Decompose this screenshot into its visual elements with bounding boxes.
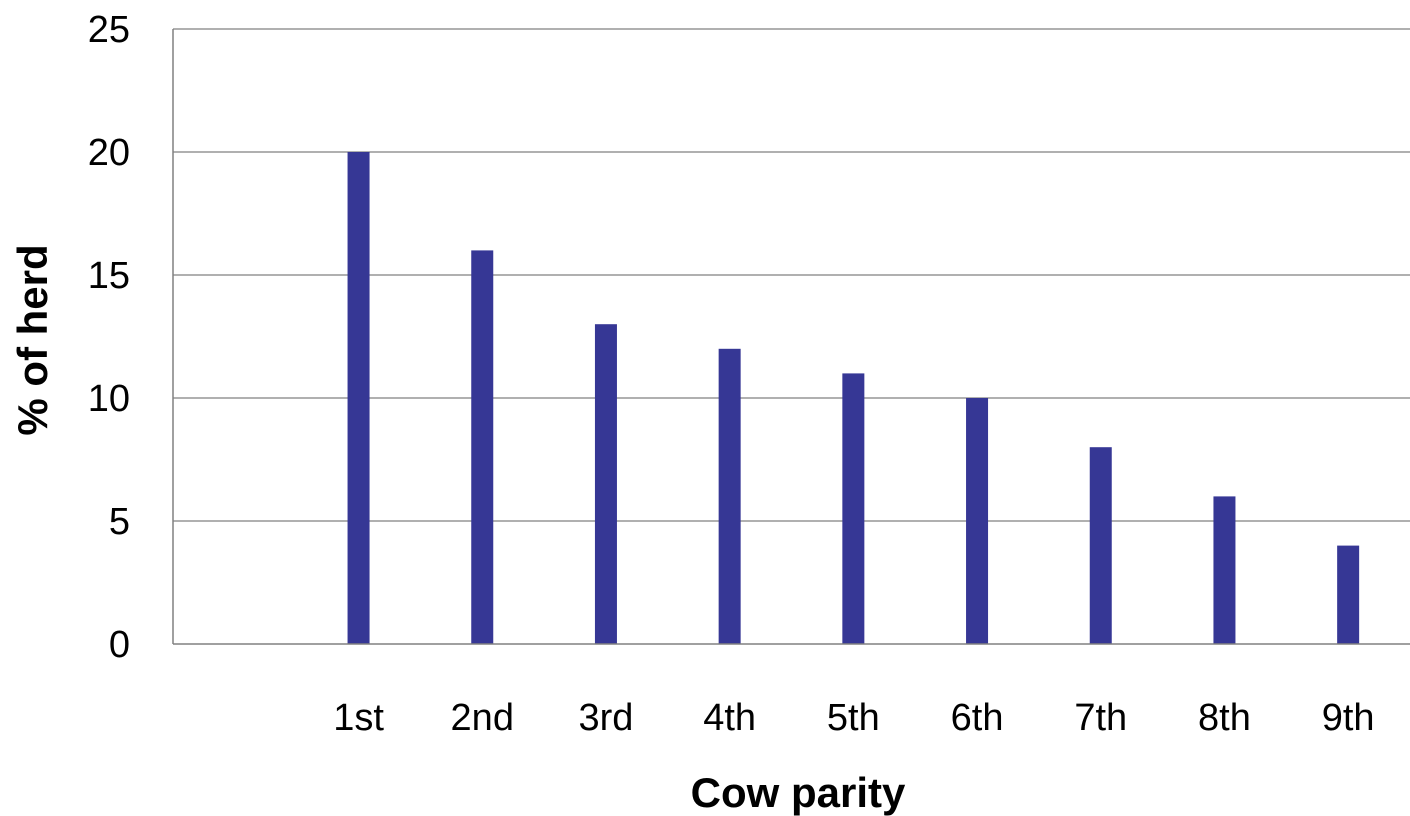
x-tick-label: 8th	[1198, 697, 1251, 739]
gridlines	[173, 28, 1410, 522]
y-axis-title: % of herd	[9, 244, 56, 435]
x-tick-label: 1st	[333, 697, 384, 739]
x-axis-title: Cow parity	[691, 769, 906, 816]
bar-4th	[718, 348, 741, 644]
bar-9th	[1337, 545, 1360, 644]
x-tick-label: 4th	[703, 697, 756, 739]
y-tick-label: 15	[88, 255, 130, 297]
y-tick-label: 25	[88, 9, 130, 51]
bar-1st	[347, 152, 370, 644]
bar-6th	[966, 398, 989, 644]
y-tick-label: 5	[109, 501, 130, 543]
y-tick-label: 10	[88, 378, 130, 420]
y-tick-labels: 0 5 10 15 20 25	[88, 9, 130, 666]
x-tick-label: 5th	[827, 697, 880, 739]
bar-2nd	[471, 250, 494, 644]
bar-3rd	[594, 324, 617, 644]
y-tick-label: 0	[109, 624, 130, 666]
x-tick-labels: 1st 2nd 3rd 4th 5th 6th 7th 8th 9th	[333, 697, 1374, 739]
bar-5th	[842, 373, 865, 644]
y-tick-label: 20	[88, 132, 130, 174]
x-tick-label: 6th	[951, 697, 1004, 739]
bar-8th	[1213, 496, 1236, 644]
x-tick-label: 2nd	[451, 697, 514, 739]
x-tick-label: 3rd	[578, 697, 633, 739]
x-tick-label: 7th	[1074, 697, 1127, 739]
bar-7th	[1089, 447, 1112, 644]
x-tick-label: 9th	[1322, 697, 1375, 739]
bars	[347, 152, 1360, 644]
